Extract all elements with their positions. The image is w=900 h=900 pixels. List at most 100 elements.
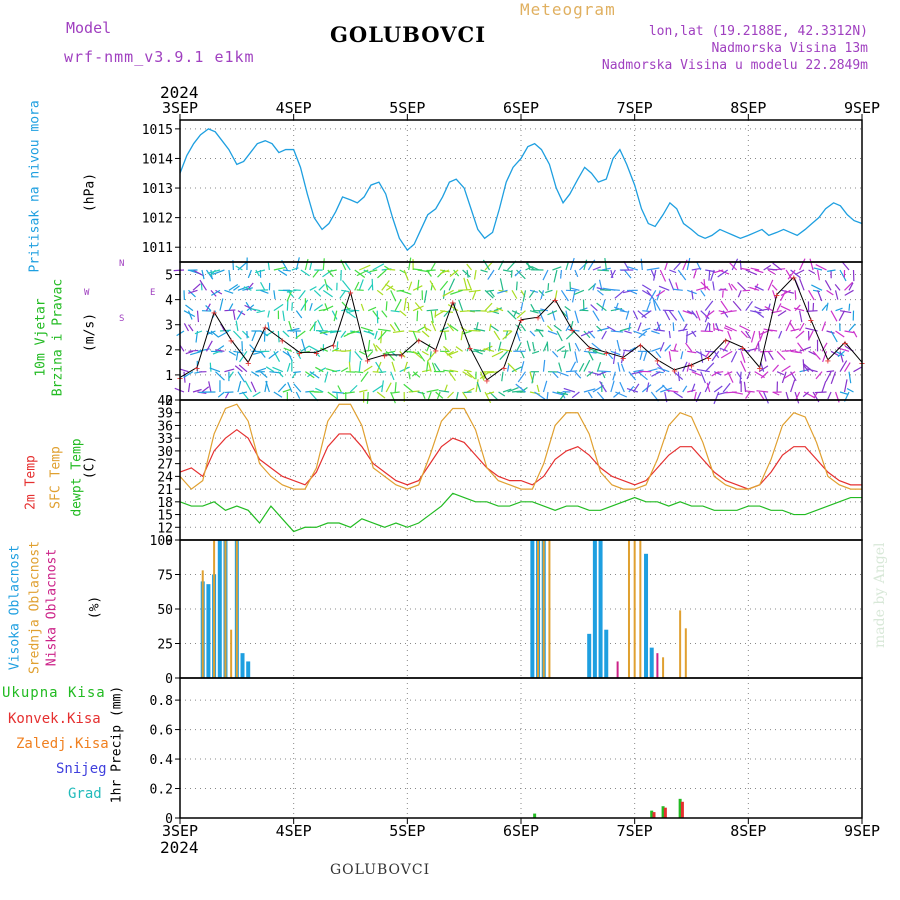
wind-barb xyxy=(493,307,503,312)
wind-barb xyxy=(237,380,242,393)
wind-barb xyxy=(389,323,396,332)
wind-barb xyxy=(408,281,413,291)
wind-barb xyxy=(295,330,306,339)
wind-barb xyxy=(553,269,558,283)
wind-barb xyxy=(513,310,518,318)
y-tick-label: 1015 xyxy=(142,123,173,138)
wind-barb xyxy=(745,300,753,312)
wind-barb xyxy=(779,290,787,302)
wind-barb xyxy=(758,330,769,336)
wind-barb xyxy=(192,283,201,291)
wind-barb xyxy=(839,351,844,363)
wind-barb xyxy=(394,382,397,393)
wind-barb xyxy=(377,330,387,341)
cloud-bar xyxy=(587,633,592,678)
wind-barb xyxy=(677,269,687,281)
wind-barb xyxy=(439,326,449,332)
wind-barb xyxy=(664,262,668,271)
wind-barb xyxy=(173,269,185,272)
wind-barb xyxy=(704,300,714,312)
wind-barb xyxy=(848,303,851,311)
wind-barb xyxy=(423,290,428,303)
wind-barb xyxy=(463,369,472,373)
wind-speed-marker: + xyxy=(501,363,507,374)
wind-barb xyxy=(724,325,737,332)
wind-barb xyxy=(286,300,289,311)
wind-barb xyxy=(646,382,650,393)
wind-barb xyxy=(235,320,239,332)
wind-barb xyxy=(282,269,291,272)
cloud-bar xyxy=(537,540,540,678)
wind-barb xyxy=(812,350,821,360)
wind-barb xyxy=(614,289,625,299)
wind-barb xyxy=(250,308,261,312)
wind-barb xyxy=(592,350,606,356)
wind-barb xyxy=(260,289,269,294)
wind-barb xyxy=(830,310,838,322)
wind-barb xyxy=(411,371,419,377)
wind-barb xyxy=(700,351,704,363)
wind-barb xyxy=(267,262,270,271)
wind-barb xyxy=(808,350,817,356)
wind-barb xyxy=(339,289,347,299)
wind-barb xyxy=(233,285,240,291)
x-tick-label-bottom: 9SEP xyxy=(844,822,880,840)
wind-barb xyxy=(542,269,549,281)
wind-barb xyxy=(408,371,411,380)
wind-barb xyxy=(277,383,287,393)
y-tick-label: 18 xyxy=(157,496,173,511)
wind-barb xyxy=(208,381,212,393)
wind-speed-marker: + xyxy=(654,356,660,367)
wind-barb xyxy=(333,349,346,352)
wind-barb xyxy=(592,283,596,291)
wind-speed-marker: + xyxy=(484,376,490,387)
wind-barb xyxy=(685,330,697,337)
wind-barb xyxy=(212,310,217,318)
wind-barb xyxy=(295,391,301,399)
wind-barb xyxy=(612,351,616,364)
wind-barb xyxy=(247,269,252,279)
wind-barb xyxy=(295,351,302,360)
wind-barb xyxy=(349,351,351,363)
wind-barb xyxy=(737,281,747,291)
wind-barb xyxy=(430,320,437,332)
year-bottom: 2024 xyxy=(160,838,199,857)
wind-barb xyxy=(201,269,205,280)
wind-barb xyxy=(367,339,371,352)
wind-barb xyxy=(224,289,234,294)
wind-barb xyxy=(243,286,252,291)
wind-barb xyxy=(484,302,493,312)
wind-barb xyxy=(427,362,432,372)
wind-speed-marker: + xyxy=(211,308,217,319)
wind-barb xyxy=(686,257,691,271)
wind-barb xyxy=(552,371,559,379)
wind-barb xyxy=(839,391,849,396)
footer-station: GOLUBOVCI xyxy=(330,862,431,878)
wind-barb xyxy=(531,371,536,384)
wind-barb xyxy=(740,330,748,338)
wind-barb xyxy=(340,330,347,338)
wind-barb xyxy=(596,371,607,376)
wind-barb xyxy=(789,321,796,332)
wind-barb xyxy=(772,364,779,373)
wind-barb xyxy=(772,262,782,271)
wind-barb xyxy=(206,330,216,336)
wind-barb xyxy=(426,343,431,352)
wind-barb xyxy=(442,289,454,297)
wind-barb xyxy=(740,267,751,271)
wind-barb xyxy=(273,391,283,398)
wind-barb xyxy=(488,371,499,374)
wind-barb xyxy=(776,303,782,311)
wind-barb xyxy=(325,283,333,291)
wind-barb xyxy=(268,350,279,360)
wind-barb xyxy=(344,261,351,271)
wind-barb xyxy=(560,290,569,302)
wind-barb xyxy=(586,371,594,377)
x-tick-label-top: 8SEP xyxy=(730,99,766,117)
wind-barb xyxy=(377,269,387,279)
wind-barb xyxy=(286,351,293,362)
wind-barb xyxy=(328,330,337,333)
wind-barb xyxy=(610,380,615,393)
cloud-bar xyxy=(592,540,597,678)
wind-barb xyxy=(561,350,569,352)
